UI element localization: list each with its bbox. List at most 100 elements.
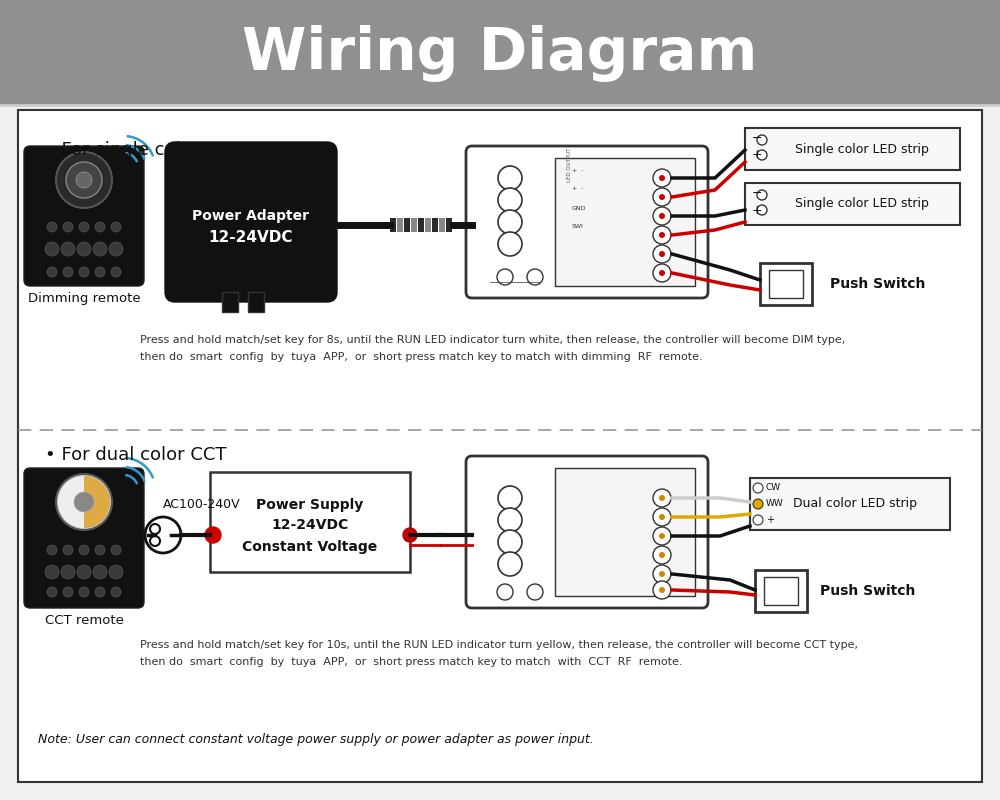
Circle shape xyxy=(497,269,513,285)
Circle shape xyxy=(498,486,522,510)
Bar xyxy=(769,270,803,298)
Circle shape xyxy=(111,545,121,555)
Circle shape xyxy=(95,587,105,597)
Circle shape xyxy=(498,508,522,532)
Bar xyxy=(439,218,445,232)
Wedge shape xyxy=(58,476,84,528)
Circle shape xyxy=(79,222,89,232)
Bar xyxy=(760,263,812,305)
Bar xyxy=(397,218,403,232)
Circle shape xyxy=(498,210,522,234)
Circle shape xyxy=(403,528,417,542)
Circle shape xyxy=(74,492,94,512)
Circle shape xyxy=(109,242,123,256)
Circle shape xyxy=(79,267,89,277)
Text: Dimming remote: Dimming remote xyxy=(28,292,140,305)
Circle shape xyxy=(205,527,221,543)
Circle shape xyxy=(653,264,671,282)
Circle shape xyxy=(659,232,665,238)
Circle shape xyxy=(653,188,671,206)
FancyBboxPatch shape xyxy=(24,146,144,286)
Circle shape xyxy=(61,242,75,256)
Text: Wiring Diagram: Wiring Diagram xyxy=(242,25,758,82)
Text: Single color LED strip: Single color LED strip xyxy=(795,198,929,210)
Text: Power Supply: Power Supply xyxy=(256,498,364,512)
Text: Push Switch: Push Switch xyxy=(830,277,925,291)
FancyBboxPatch shape xyxy=(24,468,144,608)
Circle shape xyxy=(47,545,57,555)
Circle shape xyxy=(659,194,665,200)
Circle shape xyxy=(757,150,767,160)
Circle shape xyxy=(659,495,665,501)
Circle shape xyxy=(653,245,671,263)
Text: Press and hold match/set key for 10s, until the RUN LED indicator turn yellow, t: Press and hold match/set key for 10s, un… xyxy=(140,640,858,650)
Circle shape xyxy=(653,169,671,187)
Circle shape xyxy=(95,545,105,555)
Circle shape xyxy=(111,222,121,232)
Text: +  -: + - xyxy=(572,186,584,191)
Circle shape xyxy=(498,552,522,576)
Text: SWI: SWI xyxy=(572,225,584,230)
Circle shape xyxy=(93,565,107,579)
Circle shape xyxy=(659,175,665,181)
Circle shape xyxy=(63,222,73,232)
Bar xyxy=(404,218,410,232)
Text: +: + xyxy=(766,515,774,525)
Bar xyxy=(755,570,807,612)
Bar xyxy=(411,218,417,232)
Circle shape xyxy=(109,565,123,579)
Circle shape xyxy=(45,242,59,256)
Circle shape xyxy=(150,524,160,534)
Circle shape xyxy=(145,517,181,553)
Circle shape xyxy=(659,213,665,219)
Bar xyxy=(446,218,452,232)
Circle shape xyxy=(61,565,75,579)
Bar xyxy=(745,128,960,170)
Circle shape xyxy=(45,565,59,579)
Circle shape xyxy=(76,172,92,188)
Text: GND: GND xyxy=(572,206,586,210)
Circle shape xyxy=(659,587,665,593)
Circle shape xyxy=(753,515,763,525)
Circle shape xyxy=(63,267,73,277)
Circle shape xyxy=(527,269,543,285)
Text: +: + xyxy=(752,203,762,217)
Circle shape xyxy=(498,232,522,256)
Bar xyxy=(248,292,264,312)
Text: +: + xyxy=(752,149,762,162)
Bar xyxy=(222,292,238,312)
Circle shape xyxy=(63,545,73,555)
Text: CCT remote: CCT remote xyxy=(45,614,123,627)
Circle shape xyxy=(659,514,665,520)
Text: Press and hold match/set key for 8s, until the RUN LED indicator turn white, the: Press and hold match/set key for 8s, unt… xyxy=(140,335,845,345)
Circle shape xyxy=(56,152,112,208)
Circle shape xyxy=(79,587,89,597)
Circle shape xyxy=(653,207,671,225)
Circle shape xyxy=(95,267,105,277)
Circle shape xyxy=(47,587,57,597)
Circle shape xyxy=(77,242,91,256)
Text: then do  smart  config  by  tuya  APP,  or  short press match key to match  with: then do smart config by tuya APP, or sho… xyxy=(140,657,682,667)
Text: LED OUTPUT: LED OUTPUT xyxy=(567,148,572,182)
Circle shape xyxy=(93,242,107,256)
Text: then do  smart  config  by  tuya  APP,  or  short press match key to match with : then do smart config by tuya APP, or sho… xyxy=(140,352,703,362)
Circle shape xyxy=(79,545,89,555)
Circle shape xyxy=(653,508,671,526)
Circle shape xyxy=(757,135,767,145)
Circle shape xyxy=(111,587,121,597)
Bar xyxy=(0,0,1000,105)
Circle shape xyxy=(498,188,522,212)
FancyBboxPatch shape xyxy=(466,456,708,608)
Circle shape xyxy=(527,584,543,600)
Text: Single color LED strip: Single color LED strip xyxy=(795,142,929,155)
Circle shape xyxy=(47,222,57,232)
Circle shape xyxy=(497,584,513,600)
Circle shape xyxy=(653,581,671,599)
Bar xyxy=(390,218,396,232)
FancyBboxPatch shape xyxy=(165,142,337,302)
Text: Note: User can connect constant voltage power supply or power adapter as power i: Note: User can connect constant voltage … xyxy=(38,734,594,746)
Bar xyxy=(425,218,431,232)
Text: • For dual color CCT: • For dual color CCT xyxy=(45,446,226,464)
Circle shape xyxy=(150,536,160,546)
Circle shape xyxy=(653,489,671,507)
